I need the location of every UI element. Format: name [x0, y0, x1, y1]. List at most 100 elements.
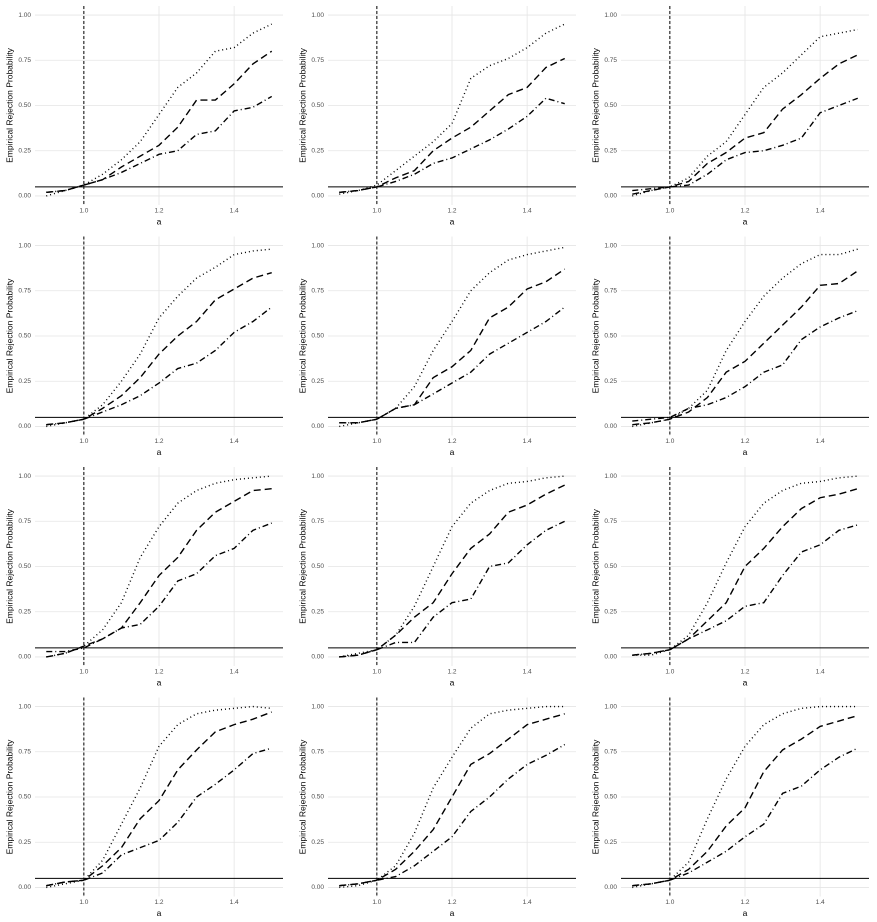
y-tick-label: 0.25: [604, 378, 617, 385]
panel: 1.0 1.2 1.4 0.00 0.25 0.50 0.75 1.00 a Empirical …: [4, 697, 283, 918]
y-tick-label: 0.75: [311, 518, 324, 525]
series-line: [339, 484, 566, 658]
x-tick-label: 1.0: [665, 208, 674, 215]
x-axis-title: a: [450, 908, 455, 918]
y-tick-label: 0.00: [604, 423, 617, 430]
series-line: [339, 475, 565, 658]
y-tick-label: 0.25: [311, 147, 324, 154]
x-tick-label: 1.2: [740, 899, 749, 906]
x-tick-label: 1.2: [740, 208, 749, 215]
x-tick-label: 1.4: [816, 438, 825, 445]
series-line: [46, 272, 272, 426]
x-tick-label: 1.4: [230, 438, 239, 445]
x-tick-label: 1.2: [447, 208, 456, 215]
y-tick-label: 0.75: [311, 287, 324, 294]
x-tick-label: 1.0: [372, 438, 381, 445]
panel: 1.0 1.2 1.4 0.00 0.25 0.50 0.75 1.00 a Empirical …: [590, 6, 869, 226]
y-tick-label: 0.50: [311, 563, 324, 570]
y-tick-label: 0.00: [604, 193, 617, 200]
y-axis-title: Empirical Rejection Probability: [590, 47, 600, 163]
y-tick-label: 0.50: [311, 333, 324, 340]
series-line: [46, 50, 273, 194]
y-tick-label: 0.00: [604, 884, 617, 891]
y-axis-title: Empirical Rejection Probability: [297, 739, 307, 855]
y-tick-label: 0.50: [18, 333, 31, 340]
x-tick-label: 1.0: [372, 899, 381, 906]
y-tick-label: 0.25: [18, 378, 31, 385]
x-tick-label: 1.4: [523, 899, 532, 906]
y-tick-label: 0.50: [18, 794, 31, 801]
y-tick-label: 0.50: [18, 563, 31, 570]
series-line: [632, 714, 858, 887]
series-line: [632, 28, 858, 197]
panel: 1.0 1.2 1.4 0.00 0.25 0.50 0.75 1.00 a Empirical …: [590, 697, 869, 918]
y-tick-label: 0.50: [311, 102, 324, 109]
y-axis-title: Empirical Rejection Probability: [297, 47, 307, 163]
x-axis-title: a: [157, 908, 162, 918]
y-tick-label: 0.75: [604, 748, 617, 755]
series-line: [339, 705, 565, 889]
y-tick-label: 0.25: [604, 839, 617, 846]
y-tick-label: 0.00: [311, 654, 324, 661]
panel: 1.0 1.2 1.4 0.00 0.25 0.50 0.75 1.00 a Empirical …: [4, 6, 283, 226]
series-line: [339, 743, 566, 887]
series-line: [46, 23, 273, 197]
y-tick-label: 0.50: [604, 794, 617, 801]
y-tick-label: 0.25: [18, 839, 31, 846]
y-tick-label: 1.00: [311, 242, 324, 249]
y-tick-label: 1.00: [604, 703, 617, 710]
y-tick-label: 0.75: [18, 57, 31, 64]
y-axis-title: Empirical Rejection Probability: [297, 508, 307, 624]
y-tick-label: 0.00: [311, 193, 324, 200]
x-tick-label: 1.4: [230, 899, 239, 906]
x-tick-label: 1.2: [154, 899, 163, 906]
series-line: [339, 246, 565, 428]
y-axis-title: Empirical Rejection Probability: [590, 278, 600, 394]
x-axis-title: a: [743, 447, 748, 457]
y-tick-label: 0.75: [311, 57, 324, 64]
y-tick-label: 0.50: [311, 794, 324, 801]
y-tick-label: 0.75: [604, 287, 617, 294]
y-tick-label: 0.00: [18, 193, 31, 200]
y-tick-label: 0.25: [311, 839, 324, 846]
x-tick-label: 1.0: [665, 899, 674, 906]
panel: 1.0 1.2 1.4 0.00 0.25 0.50 0.75 1.00 a Empirical …: [297, 236, 576, 457]
x-tick-label: 1.2: [154, 208, 163, 215]
y-axis-title: Empirical Rejection Probability: [590, 508, 600, 624]
panel: 1.0 1.2 1.4 0.00 0.25 0.50 0.75 1.00 a Empirical …: [590, 236, 869, 457]
y-tick-label: 1.00: [604, 473, 617, 480]
series-line: [632, 310, 858, 422]
x-tick-label: 1.0: [372, 669, 381, 676]
y-tick-label: 0.25: [311, 378, 324, 385]
y-tick-label: 0.25: [18, 147, 31, 154]
y-tick-label: 1.00: [604, 12, 617, 19]
y-axis-title: Empirical Rejection Probability: [4, 278, 14, 394]
panel: 1.0 1.2 1.4 0.00 0.25 0.50 0.75 1.00 a Empirical …: [4, 236, 283, 457]
y-tick-label: 0.50: [604, 102, 617, 109]
series-line: [632, 248, 858, 428]
series-line: [46, 522, 272, 653]
y-tick-label: 0.00: [311, 423, 324, 430]
series-line: [632, 54, 859, 195]
x-axis-title: a: [450, 447, 455, 457]
x-tick-label: 1.0: [665, 438, 674, 445]
series-line: [339, 97, 565, 194]
series-line: [632, 488, 858, 656]
x-tick-label: 1.0: [79, 899, 88, 906]
x-axis-title: a: [157, 447, 162, 457]
y-tick-label: 0.50: [18, 102, 31, 109]
y-axis-title: Empirical Rejection Probability: [4, 739, 14, 855]
series-line: [339, 520, 566, 658]
x-tick-label: 1.0: [372, 208, 381, 215]
y-tick-label: 0.25: [18, 608, 31, 615]
x-tick-label: 1.4: [816, 669, 825, 676]
y-tick-label: 0.25: [311, 608, 324, 615]
y-tick-label: 0.75: [18, 518, 31, 525]
x-tick-label: 1.2: [740, 438, 749, 445]
series-line: [339, 268, 566, 424]
series-line: [46, 705, 272, 889]
panel: 1.0 1.2 1.4 0.00 0.25 0.50 0.75 1.00 a Empirical …: [297, 697, 576, 918]
y-tick-label: 1.00: [311, 703, 324, 710]
series-line: [339, 57, 566, 194]
